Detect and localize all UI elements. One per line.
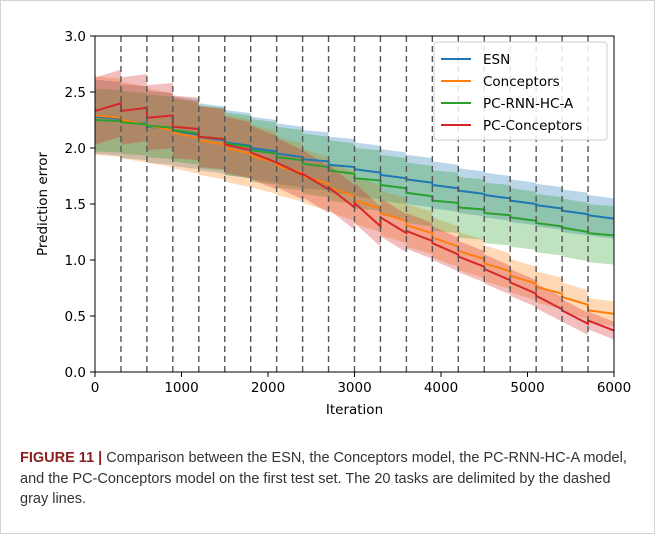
x-tick-label: 1000 [164, 380, 198, 396]
legend-label-pc-rnn-hc-a: PC-RNN-HC-A [483, 96, 574, 112]
series-line-pc-conceptors [94, 101, 615, 332]
x-tick-label: 5000 [510, 380, 544, 396]
x-tick-label: 2000 [251, 380, 285, 396]
caption-text: Comparison between the ESN, the Concepto… [20, 450, 627, 507]
legend-box [433, 41, 608, 141]
y-tick-label: 1.5 [65, 197, 86, 213]
x-axis-label: Iteration [326, 402, 383, 418]
x-tick-label: 4000 [424, 380, 458, 396]
y-tick-label: 0.0 [65, 365, 86, 381]
y-tick-label: 3.0 [65, 29, 86, 45]
y-tick-label: 1.0 [65, 253, 86, 269]
legend-label-esn: ESN [483, 52, 510, 68]
x-tick-label: 3000 [337, 380, 371, 396]
y-tick-label: 0.5 [65, 309, 86, 325]
legend-label-pc-conceptors: PC-Conceptors [483, 118, 582, 134]
y-tick-label: 2.5 [65, 85, 86, 101]
figure-caption: FIGURE 11 | Comparison between the ESN, … [20, 448, 635, 510]
legend-label-conceptors: Conceptors [483, 74, 560, 90]
y-axis-ticks: 0.0 0.5 1.0 1.5 2.0 2.5 3.0 [65, 29, 95, 381]
chart: 0 1000 2000 3000 4000 5000 6000 0.0 0.5 1.0 1.5 2.… [35, 29, 631, 418]
y-axis-label: Prediction error [35, 152, 51, 256]
y-tick-label: 2.0 [65, 141, 86, 157]
legend: ESN Conceptors PC-RNN-HC-A PC-Conceptors [433, 41, 608, 141]
x-axis-ticks: 0 1000 2000 3000 4000 5000 6000 [91, 372, 631, 396]
x-tick-label: 6000 [597, 380, 631, 396]
figure-label: FIGURE 11 | [20, 450, 103, 466]
x-tick-label: 0 [91, 380, 100, 396]
